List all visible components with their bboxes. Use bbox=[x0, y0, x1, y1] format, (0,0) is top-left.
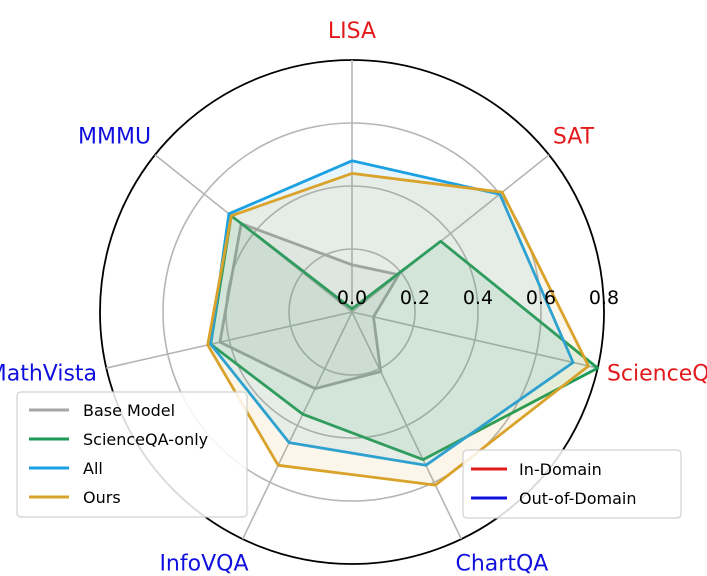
series-legend: Base Model ScienceQA-only All Ours bbox=[16, 391, 248, 518]
axis-label-sat: SAT bbox=[553, 124, 595, 149]
legend-box bbox=[16, 391, 248, 518]
series-line-base-model bbox=[218, 222, 401, 391]
radar-grid bbox=[99, 59, 605, 565]
axis-label-scienceqa: ScienceQA bbox=[607, 361, 707, 386]
series-fill-base-model bbox=[219, 223, 399, 389]
axis-label-infovqa: InfoVQA bbox=[159, 551, 248, 576]
axis-spoke bbox=[241, 311, 353, 540]
axis-label-lisa: LISA bbox=[328, 19, 376, 44]
domain-legend-label: Out-of-Domain bbox=[519, 489, 636, 508]
radial-tick-label: 0.0 bbox=[337, 287, 367, 309]
radar-series bbox=[206, 159, 600, 487]
radial-ticks: 0.0 0.2 0.4 0.6 0.8 bbox=[337, 287, 619, 309]
radial-tick-label: 0.6 bbox=[526, 287, 556, 309]
axis-spoke bbox=[106, 311, 353, 369]
series-line-ours bbox=[206, 171, 590, 487]
legend-label: All bbox=[83, 459, 103, 478]
axis-spoke bbox=[351, 311, 463, 540]
domain-legend: In-Domain Out-of-Domain bbox=[462, 449, 682, 519]
series-line-all bbox=[209, 159, 575, 467]
axis-labels: LISA SAT ScienceQA ChartQA InfoVQA MathVista M… bbox=[0, 19, 707, 576]
domain-legend-label: In-Domain bbox=[519, 460, 602, 479]
radial-tick-label: 0.4 bbox=[463, 287, 493, 309]
legend-label: Ours bbox=[83, 488, 121, 507]
legend-label: Base Model bbox=[83, 401, 175, 420]
radial-tick-label: 0.2 bbox=[400, 287, 430, 309]
series-fill-scienceqa-only bbox=[210, 215, 598, 460]
axis-spoke bbox=[351, 154, 550, 313]
axis-label-mmmu: MMMU bbox=[78, 124, 151, 149]
radial-tick-label: 0.8 bbox=[589, 287, 619, 309]
legend-label: ScienceQA-only bbox=[83, 430, 208, 449]
axis-label-chartqa: ChartQA bbox=[455, 551, 548, 576]
series-fill-all bbox=[210, 160, 574, 466]
series-fill-ours bbox=[207, 173, 589, 486]
axis-label-mathvista: MathVista bbox=[0, 361, 97, 386]
domain-legend-box bbox=[462, 449, 682, 519]
axis-spoke bbox=[351, 311, 598, 369]
